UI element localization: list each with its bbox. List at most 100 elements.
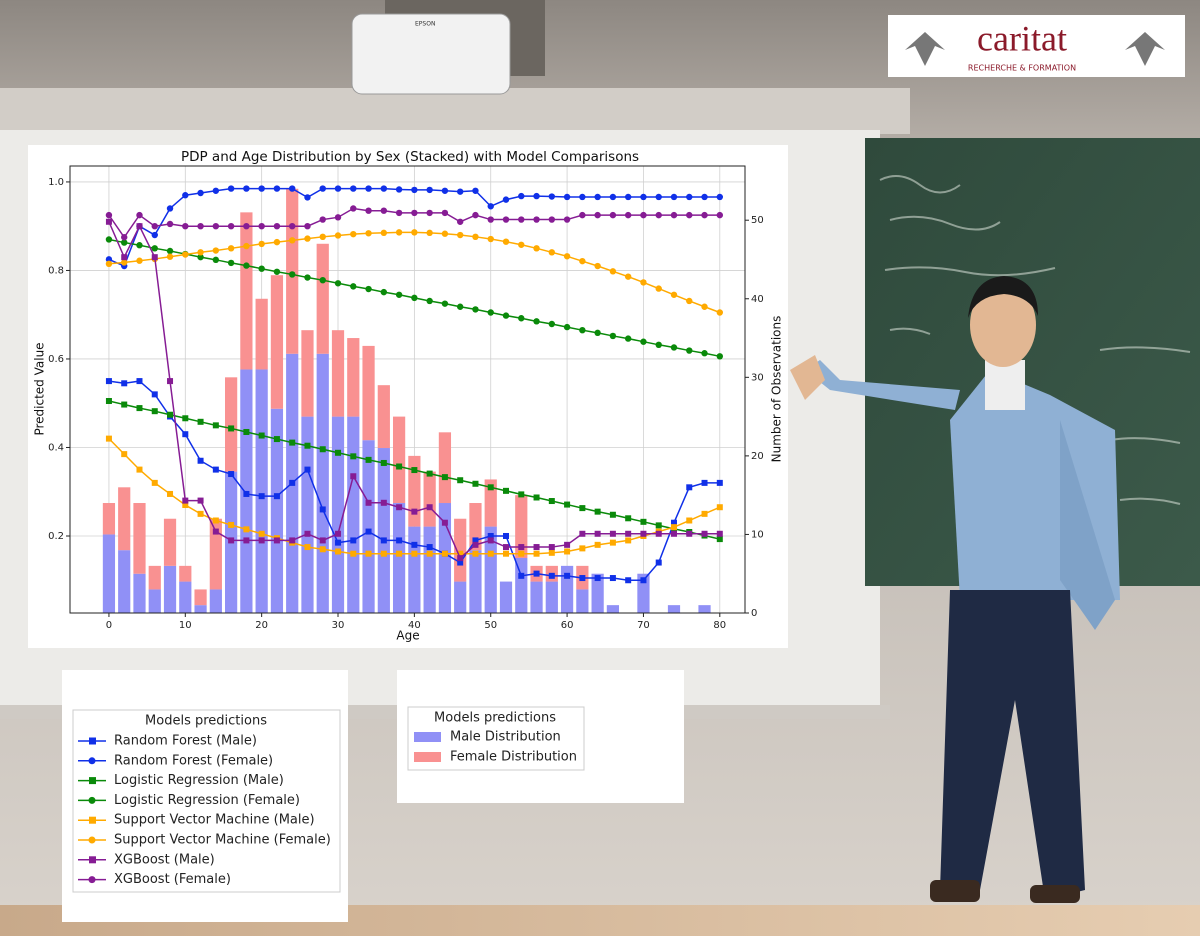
marker bbox=[441, 474, 448, 481]
person bbox=[790, 276, 1120, 903]
bar bbox=[209, 589, 222, 613]
chalk bbox=[879, 175, 1191, 505]
marker bbox=[503, 532, 510, 539]
marker bbox=[594, 193, 601, 201]
marker bbox=[289, 271, 296, 278]
bar bbox=[591, 573, 604, 613]
marker bbox=[563, 193, 571, 201]
bar bbox=[362, 440, 375, 613]
marker bbox=[563, 253, 571, 260]
marker bbox=[212, 256, 220, 264]
marker bbox=[258, 530, 265, 537]
x-tick-label: 20 bbox=[255, 620, 268, 631]
marker bbox=[487, 235, 494, 243]
marker bbox=[212, 466, 219, 473]
marker bbox=[304, 222, 311, 230]
bar bbox=[301, 330, 314, 417]
marker bbox=[258, 222, 265, 230]
x-tick-label: 70 bbox=[637, 620, 650, 631]
marker bbox=[716, 504, 723, 511]
marker bbox=[411, 209, 418, 217]
marker bbox=[716, 309, 724, 316]
marker bbox=[579, 530, 586, 537]
y2-tick-label: 20 bbox=[751, 451, 764, 462]
marker bbox=[334, 214, 342, 221]
marker bbox=[670, 519, 677, 526]
bar bbox=[377, 448, 390, 613]
marker bbox=[166, 253, 174, 260]
y-tick-label: 1.0 bbox=[48, 177, 64, 188]
bar bbox=[194, 605, 207, 613]
logo: caritat RECHERCHE & FORMATION bbox=[888, 15, 1185, 77]
marker bbox=[624, 273, 632, 280]
bar bbox=[392, 416, 406, 504]
marker bbox=[518, 241, 525, 248]
y2-tick-label: 0 bbox=[751, 608, 757, 619]
marker bbox=[121, 401, 128, 408]
legend-marker bbox=[89, 737, 96, 745]
marker bbox=[441, 209, 449, 217]
marker bbox=[319, 546, 326, 553]
marker bbox=[151, 254, 158, 261]
marker bbox=[579, 545, 586, 552]
bar bbox=[163, 565, 177, 613]
legend-frame bbox=[72, 709, 341, 893]
chart-title: PDP and Age Distribution by Sex (Stacked… bbox=[181, 149, 639, 165]
bar bbox=[454, 581, 467, 613]
marker bbox=[518, 216, 525, 223]
bar bbox=[347, 338, 360, 417]
marker bbox=[197, 189, 204, 197]
marker bbox=[166, 205, 174, 212]
marker bbox=[182, 251, 189, 258]
marker bbox=[701, 510, 708, 517]
screen-case bbox=[0, 88, 910, 134]
marker bbox=[533, 494, 540, 501]
marker bbox=[686, 193, 693, 201]
marker bbox=[227, 259, 235, 267]
marker bbox=[365, 185, 372, 192]
marker bbox=[167, 411, 174, 418]
marker bbox=[197, 253, 204, 261]
marker bbox=[503, 550, 510, 557]
marker bbox=[457, 550, 464, 557]
bar bbox=[484, 479, 497, 527]
marker bbox=[716, 193, 724, 201]
marker bbox=[548, 544, 555, 551]
bar bbox=[408, 526, 421, 613]
bar bbox=[301, 416, 314, 613]
marker bbox=[686, 211, 693, 219]
marker bbox=[701, 350, 708, 357]
bar bbox=[347, 416, 360, 613]
marker bbox=[609, 193, 617, 201]
marker bbox=[319, 185, 326, 192]
plot-frame bbox=[69, 165, 746, 614]
marker bbox=[456, 303, 464, 310]
marker bbox=[258, 493, 265, 500]
marker bbox=[426, 550, 433, 557]
marker bbox=[594, 575, 601, 582]
marker bbox=[579, 505, 586, 512]
marker bbox=[258, 240, 265, 248]
marker bbox=[716, 536, 723, 543]
marker bbox=[335, 449, 342, 456]
marker bbox=[243, 185, 250, 192]
marker bbox=[396, 504, 403, 511]
marker bbox=[380, 207, 388, 214]
marker bbox=[640, 530, 647, 537]
marker bbox=[564, 541, 571, 548]
legend-marker bbox=[88, 876, 96, 884]
marker bbox=[197, 457, 204, 464]
marker bbox=[258, 432, 265, 439]
bar bbox=[179, 581, 192, 613]
marker bbox=[548, 193, 556, 200]
marker bbox=[701, 193, 708, 201]
marker bbox=[441, 300, 449, 307]
marker bbox=[121, 254, 128, 261]
bar bbox=[530, 581, 543, 613]
bar bbox=[469, 550, 482, 613]
logo-name: caritat bbox=[977, 18, 1067, 58]
bar bbox=[423, 471, 436, 527]
marker bbox=[426, 186, 433, 194]
